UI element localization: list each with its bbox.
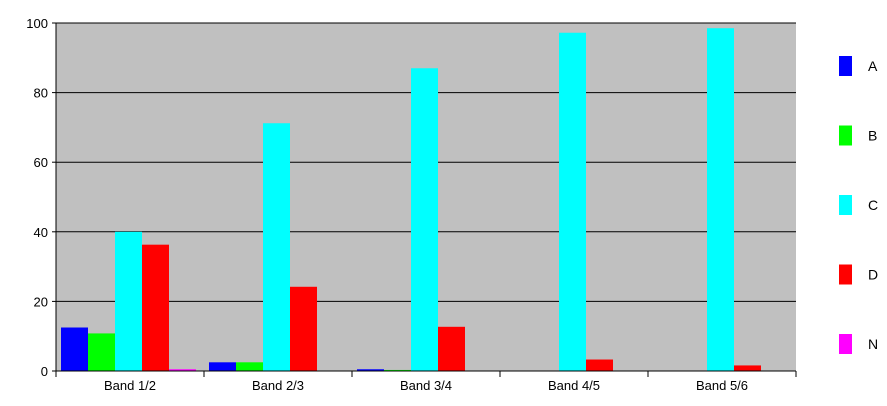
bar-d-0 [142,244,169,371]
legend-label-d: D [868,267,878,283]
bar-c-3 [559,32,586,372]
y-tick-label: 40 [34,225,48,240]
bar-c-0 [115,231,142,371]
x-tick-label: Band 3/4 [400,378,452,393]
legend-label-n: N [868,336,878,352]
legend-swatch-c [839,195,852,215]
bar-c-2 [411,68,438,372]
bar-d-2 [438,326,465,371]
y-tick-label: 60 [34,155,48,170]
bar-b-0 [88,333,115,371]
bar-a-2 [357,369,384,371]
x-tick-label: Band 4/5 [548,378,600,393]
bar-b-1 [236,362,263,371]
x-tick-label: Band 2/3 [252,378,304,393]
legend-swatch-d [839,264,852,285]
legend-label-b: B [868,128,877,144]
bar-a-0 [61,327,88,371]
bar-n-0 [169,369,196,371]
bar-d-4 [734,365,761,371]
y-tick-label: 80 [34,86,48,101]
y-tick-label: 0 [41,364,48,379]
legend-swatch-b [839,125,852,146]
y-tick-label: 100 [26,16,48,31]
legend-label-a: A [868,58,878,74]
legend-swatch-a [839,56,852,76]
x-axis-ticks: Band 1/2 Band 2/3 Band 3/4 Band 4/5 Band 5/6 [55,371,797,393]
bar-c-1 [263,123,290,371]
x-tick-label: Band 5/6 [696,378,748,393]
legend: A B C D N [839,56,878,354]
legend-swatch-n [839,334,852,354]
bars [61,28,761,372]
bar-a-1 [209,362,236,371]
legend-label-c: C [868,197,878,213]
bar-c-4 [707,28,734,371]
x-tick-label: Band 1/2 [104,378,156,393]
y-tick-label: 20 [34,294,48,309]
bar-b-2 [384,369,411,371]
axes [55,23,796,372]
bar-d-3 [586,359,613,371]
bar-d-1 [290,286,317,371]
y-axis-ticks: 0 20 40 60 80 100 [26,16,56,379]
